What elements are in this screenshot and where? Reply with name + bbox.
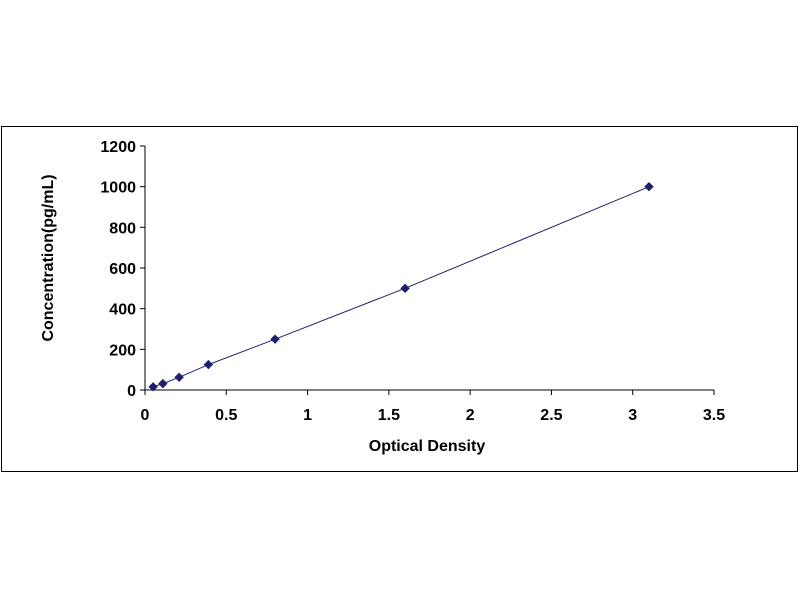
x-tick-label: 0.5 — [215, 407, 237, 424]
x-tick-label: 1.5 — [378, 407, 400, 424]
x-tick-label: 2 — [466, 407, 475, 424]
series — [149, 183, 653, 391]
tick-labels: 0 200 400 600 800 1000 1200 0 0.5 1 1.5 2 2.5 3 3.5 — [100, 139, 725, 424]
x-tick-label: 3 — [628, 407, 637, 424]
data-point — [204, 361, 212, 369]
axes — [145, 146, 714, 390]
data-point — [159, 380, 167, 388]
y-tick-label: 1000 — [100, 180, 136, 197]
x-tick-label: 1 — [303, 407, 312, 424]
x-tick-label: 0 — [141, 407, 150, 424]
x-tick-label: 3.5 — [703, 407, 725, 424]
data-point — [645, 183, 653, 191]
y-tick-label: 800 — [109, 220, 136, 237]
x-axis-title: Optical Density — [369, 438, 486, 455]
y-axis-title: Concentration(pg/mL) — [40, 174, 57, 341]
y-tick-label: 200 — [109, 342, 136, 359]
y-tick-label: 600 — [109, 261, 136, 278]
y-tick-label: 1200 — [100, 139, 136, 156]
series-line — [153, 187, 649, 387]
y-tick-label: 0 — [127, 383, 136, 400]
data-point — [175, 373, 183, 381]
x-tick-label: 2.5 — [540, 407, 562, 424]
data-point — [401, 284, 409, 292]
data-point — [271, 335, 279, 343]
y-tick-label: 400 — [109, 302, 136, 319]
